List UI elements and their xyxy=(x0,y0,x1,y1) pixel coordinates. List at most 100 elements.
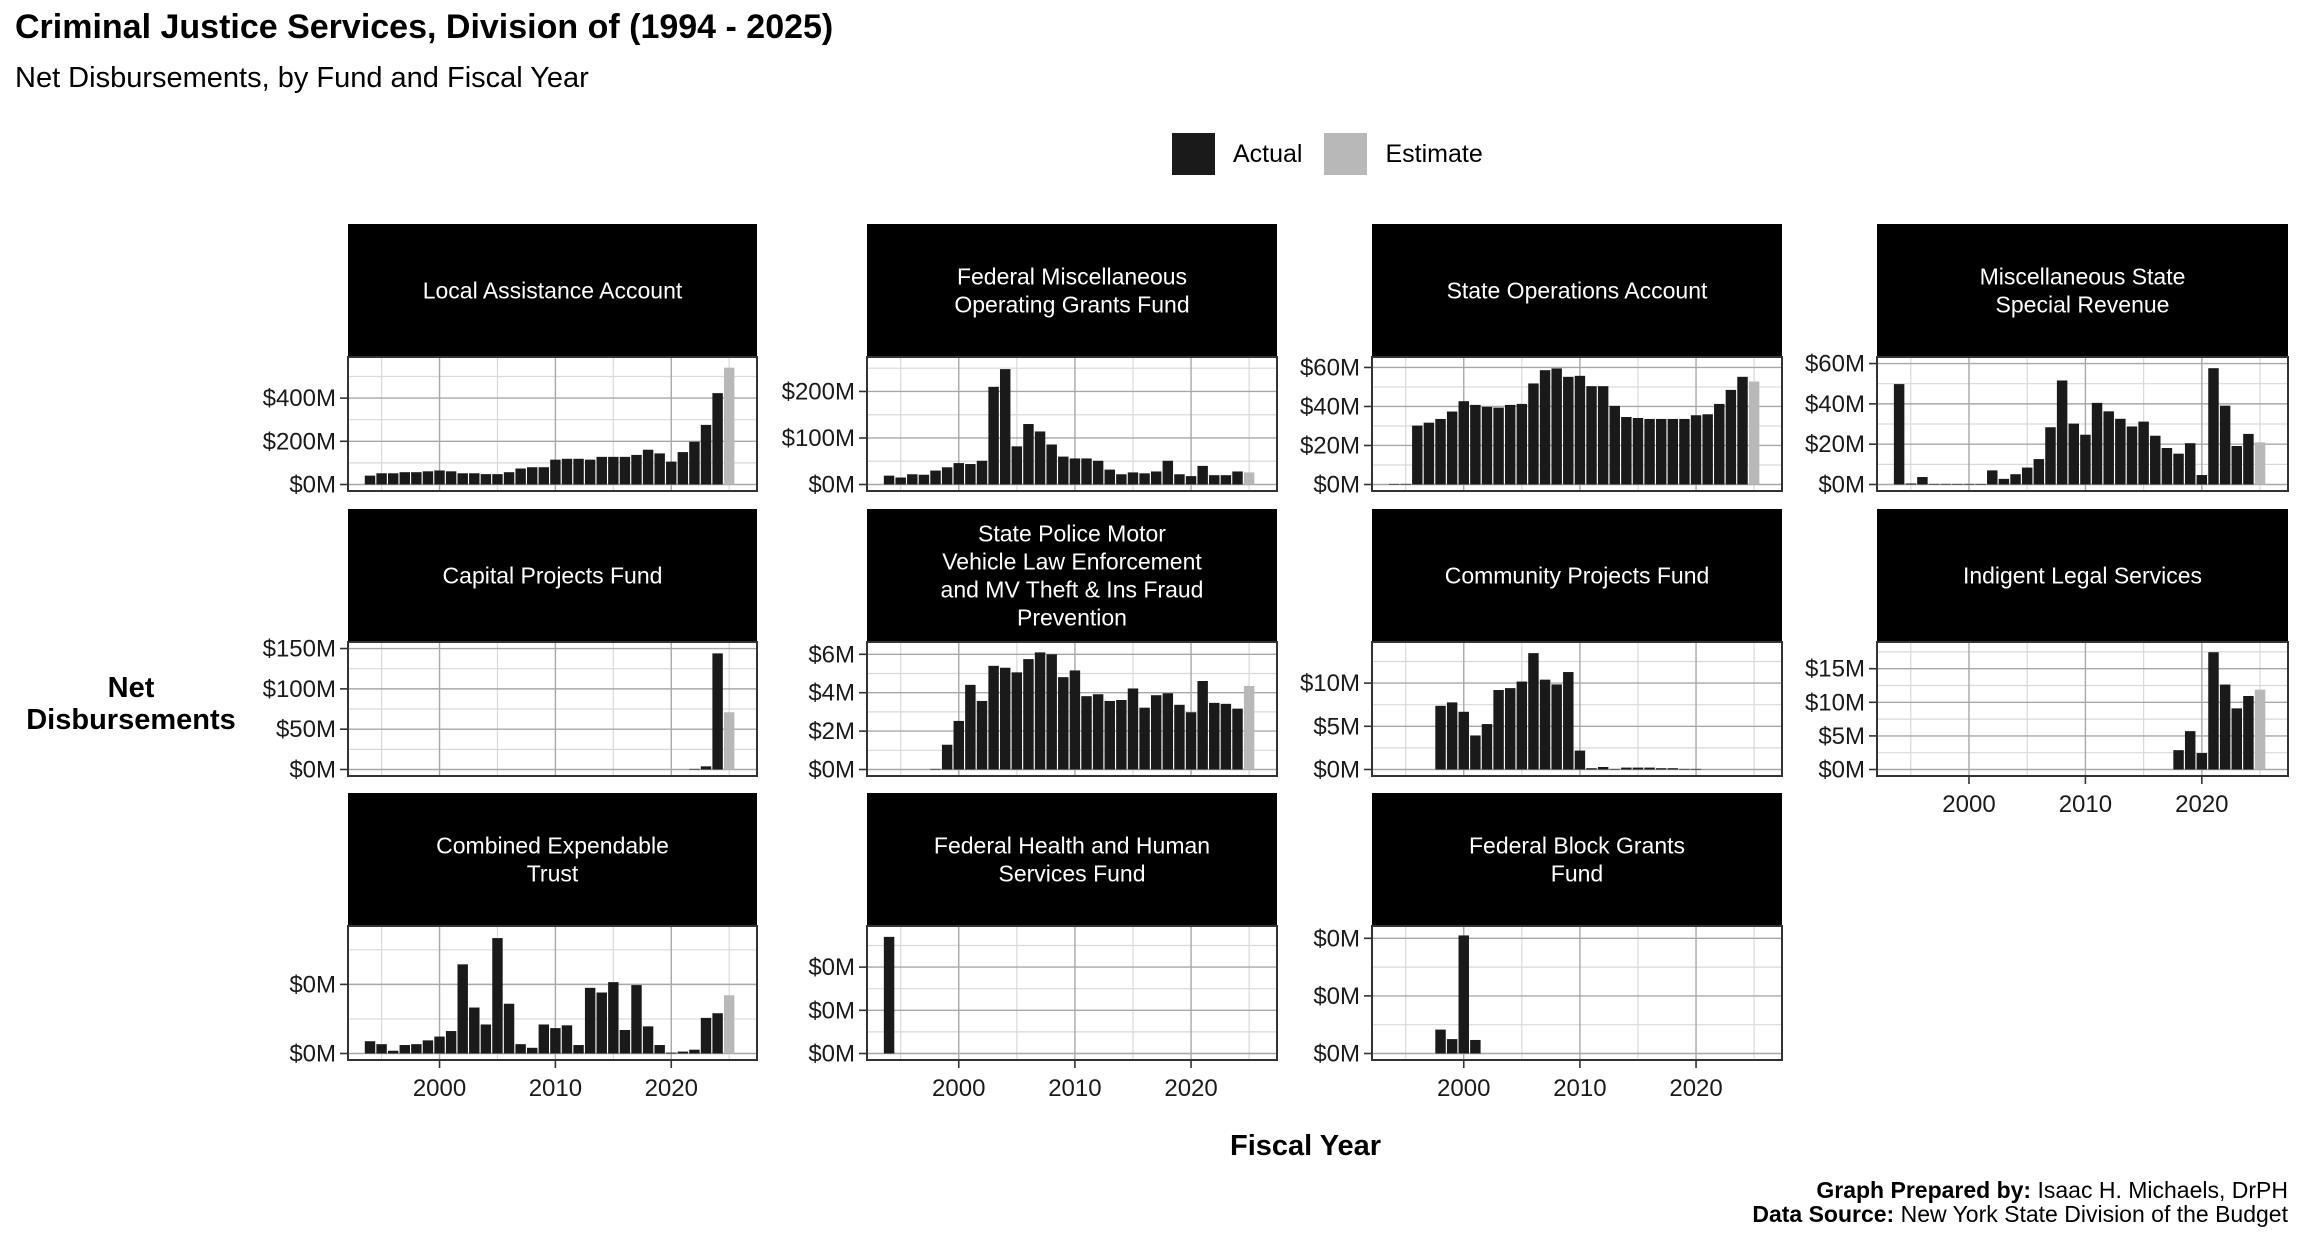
y-tick-label: $0M xyxy=(289,472,336,499)
bar-actual xyxy=(1069,458,1081,485)
facet-strip-title: Federal Miscellaneous xyxy=(957,264,1187,290)
bar-actual xyxy=(1069,670,1081,770)
facet-strip-title: Miscellaneous State xyxy=(1980,264,2186,290)
facet-strip xyxy=(867,509,1277,642)
bar-actual xyxy=(2138,421,2149,485)
bar-actual xyxy=(1458,935,1469,1054)
bar-actual xyxy=(2080,434,2091,485)
bar-actual xyxy=(677,1051,689,1054)
bar-actual xyxy=(2150,435,2161,485)
y-axis-label-line: Net xyxy=(107,672,155,704)
bar-actual xyxy=(654,453,665,485)
bar-actual xyxy=(918,474,930,485)
bar-actual xyxy=(538,1024,550,1054)
bar-actual xyxy=(642,1026,654,1054)
panel-border xyxy=(347,925,758,1061)
bar-estimate xyxy=(723,995,735,1054)
y-tick-label: $50M xyxy=(276,716,336,743)
x-tick-label: 2010 xyxy=(1553,1075,1606,1102)
bar-actual xyxy=(1928,483,1940,485)
bar-actual xyxy=(1446,1039,1458,1054)
bar-actual xyxy=(457,473,468,485)
facet-strip xyxy=(1877,224,2288,357)
bar-actual xyxy=(527,1047,538,1054)
bar-actual xyxy=(2219,405,2231,485)
y-tick-label: $60M xyxy=(1805,351,1865,378)
bar-actual xyxy=(550,1028,561,1054)
bar-actual xyxy=(1679,768,1690,770)
caption-data-source: Data Source: New York State Division of … xyxy=(1752,1202,2288,1226)
bar-actual xyxy=(573,1045,584,1054)
bar-actual xyxy=(619,456,631,485)
bar-actual xyxy=(1667,768,1679,770)
bar-actual xyxy=(1220,475,1232,485)
y-tick-label: $0M xyxy=(1818,472,1865,499)
y-tick-label: $400M xyxy=(263,385,336,412)
caption: Graph Prepared by: Isaac H. Michaels, Dr… xyxy=(1752,1178,2288,1226)
bar-estimate xyxy=(723,367,735,485)
bar-actual xyxy=(1586,768,1597,770)
bar-actual xyxy=(2184,731,2196,770)
bar-actual xyxy=(445,471,457,485)
facet-strip-title: Prevention xyxy=(1017,605,1127,631)
bar-actual xyxy=(999,667,1011,770)
plot-background xyxy=(1877,642,2288,776)
bar-actual xyxy=(1232,471,1243,485)
bar-actual xyxy=(1714,403,1725,485)
y-tick-label: $0M xyxy=(289,757,336,784)
bar-actual xyxy=(1702,414,1713,485)
x-tick-label: 2020 xyxy=(2175,791,2228,818)
bar-actual xyxy=(1621,417,1632,485)
y-axis-label: Net Disbursements xyxy=(0,672,262,736)
bar-actual xyxy=(2231,445,2243,485)
bar-actual xyxy=(1470,1039,1481,1054)
bar-actual xyxy=(1197,680,1208,770)
bar-actual xyxy=(1667,418,1679,485)
bar-actual xyxy=(1092,460,1104,485)
y-tick-label: $5M xyxy=(1313,713,1360,740)
bar-actual xyxy=(1609,405,1620,485)
bar-actual xyxy=(2033,459,2045,485)
caption-source-value: New York State Division of the Budget xyxy=(1894,1201,2288,1227)
panel-border xyxy=(1371,356,1783,492)
bar-actual xyxy=(988,386,999,485)
bar-actual xyxy=(883,475,895,485)
bar-actual xyxy=(2161,448,2173,485)
x-tick-label: 2010 xyxy=(1048,1075,1101,1102)
bar-actual xyxy=(1905,483,1917,485)
bar-actual xyxy=(965,684,976,770)
bar-actual xyxy=(1679,418,1690,485)
bar-actual xyxy=(1470,735,1481,770)
bar-actual xyxy=(1481,406,1493,485)
bar-actual xyxy=(1400,483,1411,485)
facet-strip-title: Federal Health and Human xyxy=(934,833,1210,859)
bar-actual xyxy=(445,1031,457,1054)
bar-actual xyxy=(584,987,596,1054)
bar-actual xyxy=(2231,708,2243,770)
bar-actual xyxy=(883,936,895,1054)
bar-actual xyxy=(422,471,434,485)
bar-actual xyxy=(631,985,642,1054)
facet-panel: State Operations Account $0M $20M $40M $60M xyxy=(1300,224,1783,499)
bar-actual xyxy=(584,459,596,485)
bar-actual xyxy=(573,458,584,485)
legend-key-estimate xyxy=(1324,133,1368,175)
bar-actual xyxy=(1209,702,1220,770)
bar-actual xyxy=(1011,672,1023,770)
bar-actual xyxy=(376,1044,387,1054)
bar-actual xyxy=(1975,483,1986,485)
bar-actual xyxy=(1116,474,1127,485)
bar-actual xyxy=(1011,446,1023,485)
y-tick-label: $20M xyxy=(1300,432,1360,459)
bar-actual xyxy=(1998,478,2010,485)
facet-strip xyxy=(867,793,1277,926)
bar-actual xyxy=(2068,423,2080,485)
bar-actual xyxy=(1023,424,1034,485)
facet-strip xyxy=(348,509,757,642)
facet-strip-title: Local Assistance Account xyxy=(423,278,683,304)
x-tick-label: 2000 xyxy=(413,1075,466,1102)
bar-actual xyxy=(712,1013,723,1054)
